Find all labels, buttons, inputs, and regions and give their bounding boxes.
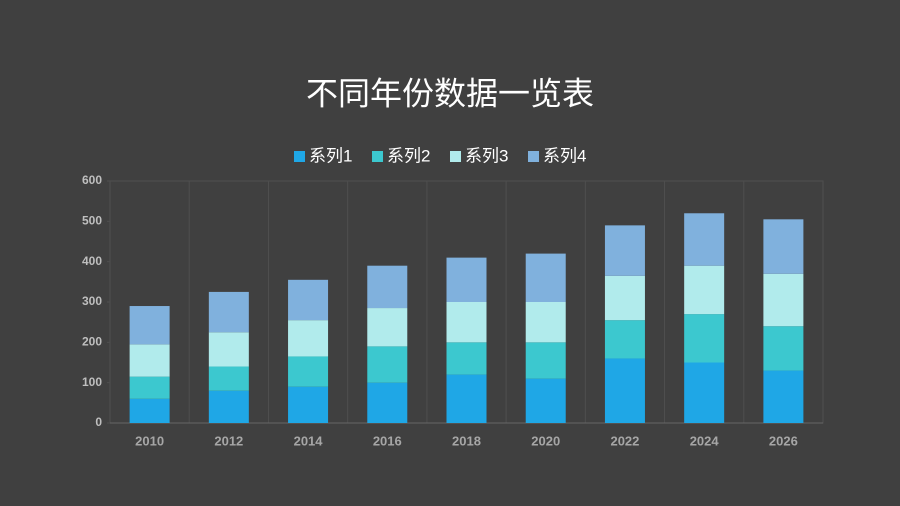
bar-segment	[367, 265, 408, 309]
x-tick-label: 2022	[610, 433, 639, 448]
bar-segment	[763, 219, 804, 274]
bar-segment	[208, 291, 249, 333]
bar-segment	[763, 273, 804, 327]
bar-segment	[684, 314, 725, 363]
bar-segment	[446, 302, 487, 343]
bar-segment	[129, 398, 170, 423]
bar-segment	[208, 366, 249, 391]
bar-segment	[446, 257, 487, 302]
bar-segment	[446, 342, 487, 375]
bar-segment	[367, 308, 408, 347]
legend-swatch	[372, 151, 383, 162]
bar-segment	[604, 225, 645, 276]
bar-segment	[367, 382, 408, 423]
bar-segment	[367, 346, 408, 383]
x-tick-label: 2018	[452, 433, 481, 448]
y-tick-label: 0	[95, 415, 102, 429]
bar-segment	[684, 265, 725, 315]
x-tick-label: 2020	[531, 433, 560, 448]
bar-segment	[208, 332, 249, 367]
bar-segment	[288, 386, 329, 423]
bar-segment	[684, 362, 725, 423]
legend-label: 系列1	[309, 146, 352, 165]
y-tick-label: 200	[82, 335, 102, 349]
bar-segment	[604, 320, 645, 359]
y-tick-label: 600	[82, 173, 102, 187]
bar-segment	[525, 253, 566, 302]
y-tick-label: 100	[82, 375, 102, 389]
x-tick-label: 2010	[135, 433, 164, 448]
bar-segment	[288, 279, 329, 321]
chart-title: 不同年份数据一览表	[306, 75, 594, 111]
legend-label: 系列4	[543, 146, 586, 165]
bar-segment	[446, 374, 487, 423]
legend-label: 系列3	[465, 146, 508, 165]
bar-segment	[763, 370, 804, 423]
legend-swatch	[450, 151, 461, 162]
legend-swatch	[294, 151, 305, 162]
bar-segment	[684, 213, 725, 266]
bar-segment	[129, 344, 170, 377]
legend-swatch	[528, 151, 539, 162]
x-tick-label: 2016	[373, 433, 402, 448]
y-tick-label: 300	[82, 294, 102, 308]
y-tick-label: 500	[82, 214, 102, 228]
bar-segment	[604, 358, 645, 423]
bar-segment	[129, 306, 170, 345]
bar-segment	[525, 378, 566, 423]
bar-segment	[763, 326, 804, 371]
bar-segment	[208, 390, 249, 423]
x-tick-label: 2012	[214, 433, 243, 448]
bar-segment	[525, 302, 566, 343]
bar-segment	[288, 320, 329, 357]
legend-label: 系列2	[387, 146, 430, 165]
x-tick-label: 2026	[769, 433, 798, 448]
bar-segment	[129, 376, 170, 399]
y-tick-label: 400	[82, 254, 102, 268]
bar-segment	[288, 356, 329, 387]
x-tick-label: 2014	[294, 433, 324, 448]
bar-segment	[604, 275, 645, 321]
x-tick-label: 2024	[690, 433, 720, 448]
bar-segment	[525, 342, 566, 379]
